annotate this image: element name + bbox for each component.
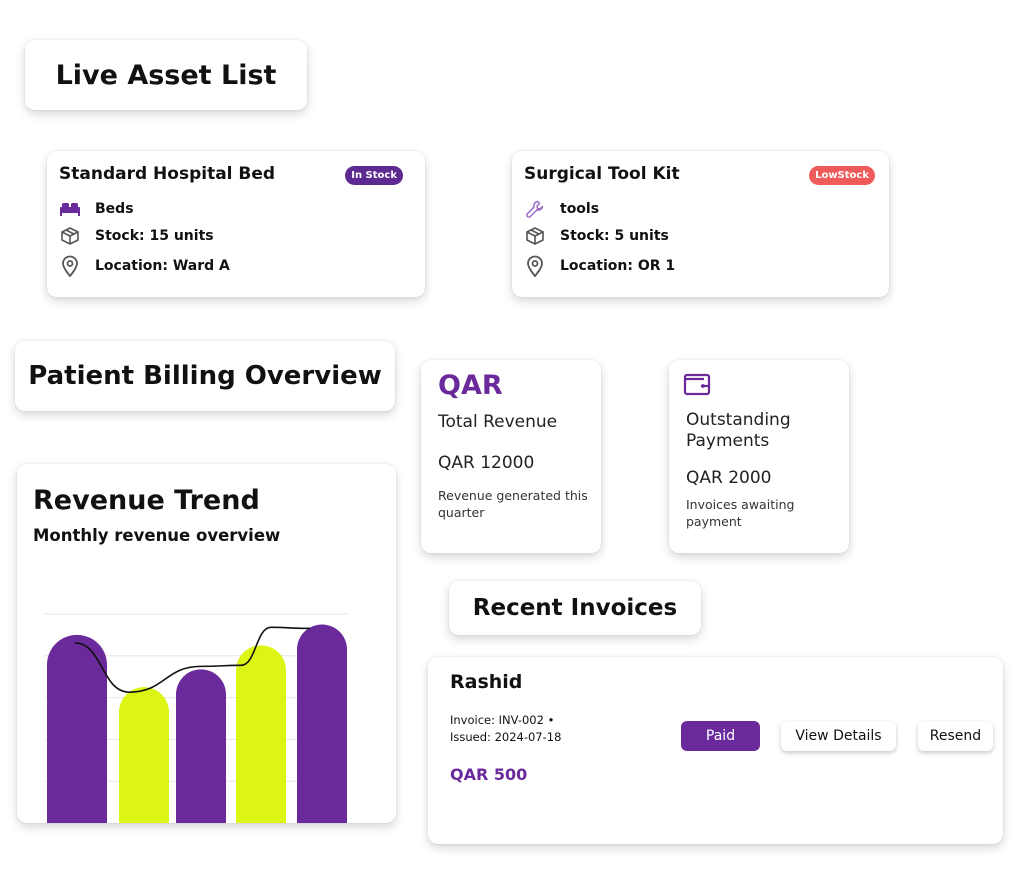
resend-button[interactable]: Resend (918, 721, 993, 751)
chart-bar (119, 687, 169, 823)
invoice-card[interactable]: Rashid Invoice: INV-002 • Issued: 2024-0… (428, 657, 1003, 844)
stat-description: Revenue generated this quarter (438, 488, 588, 520)
view-details-button[interactable]: View Details (781, 721, 896, 751)
stock-row: Stock: 5 units (524, 226, 669, 246)
stat-label: Total Revenue (438, 412, 558, 432)
revenue-chart (45, 613, 347, 823)
outstanding-payments-card[interactable]: Outstanding Payments QAR 2000 Invoices a… (669, 360, 849, 553)
chart-bar (236, 645, 286, 823)
category-row: Beds (59, 199, 134, 219)
category-row: tools (524, 199, 599, 219)
chart-subtitle: Monthly revenue overview (33, 526, 281, 545)
asset-category: Beds (95, 201, 134, 217)
asset-stock: Stock: 15 units (95, 228, 214, 244)
asset-location: Location: OR 1 (560, 258, 676, 274)
live-asset-list-heading: Live Asset List (25, 40, 307, 110)
location-row: Location: OR 1 (524, 255, 676, 277)
recent-invoices-heading: Recent Invoices (449, 581, 701, 635)
invoice-amount: QAR 500 (450, 765, 528, 784)
asset-name: Standard Hospital Bed (59, 164, 276, 184)
asset-location: Location: Ward A (95, 258, 230, 274)
stat-amount: QAR 12000 (438, 453, 535, 473)
bed-icon (59, 199, 81, 219)
invoice-issued-date: Issued: 2024-07-18 (450, 730, 562, 744)
stat-label: Outstanding Payments (686, 410, 791, 451)
stat-description: Invoices awaiting payment (686, 497, 795, 529)
revenue-trend-chart-card: Revenue Trend Monthly revenue overview (17, 464, 396, 823)
box-icon (59, 226, 81, 246)
paid-status-button[interactable]: Paid (681, 721, 760, 751)
trend-line (74, 626, 311, 693)
status-badge: LowStock (809, 166, 875, 185)
chart-bar (297, 624, 347, 823)
status-badge: In Stock (345, 166, 403, 185)
asset-name: Surgical Tool Kit (524, 164, 680, 184)
asset-category: tools (560, 201, 600, 217)
stat-amount: QAR 2000 (686, 468, 772, 488)
total-revenue-card[interactable]: QAR Total Revenue QAR 12000 Revenue gene… (421, 360, 601, 553)
asset-stock: Stock: 5 units (560, 228, 669, 244)
location-pin-icon (524, 255, 546, 277)
chart-title: Revenue Trend (33, 485, 260, 516)
wrench-icon (524, 199, 546, 219)
stock-row: Stock: 15 units (59, 226, 214, 246)
currency-label: QAR (438, 370, 503, 401)
chart-bar (47, 634, 107, 823)
location-row: Location: Ward A (59, 255, 230, 277)
invoice-meta: Invoice: INV-002 • Issued: 2024-07-18 (450, 712, 561, 746)
location-pin-icon (59, 255, 81, 277)
wallet-icon (682, 370, 712, 402)
invoice-number: Invoice: INV-002 • (450, 713, 555, 727)
patient-billing-heading: Patient Billing Overview (15, 341, 395, 411)
patient-name: Rashid (450, 671, 523, 693)
chart-bar (175, 669, 226, 823)
asset-card-surgical-kit[interactable]: Surgical Tool Kit LowStock tools Stock: … (512, 151, 889, 297)
asset-card-hospital-bed[interactable]: Standard Hospital Bed In Stock Beds Stoc… (47, 151, 425, 297)
box-icon (524, 226, 546, 246)
